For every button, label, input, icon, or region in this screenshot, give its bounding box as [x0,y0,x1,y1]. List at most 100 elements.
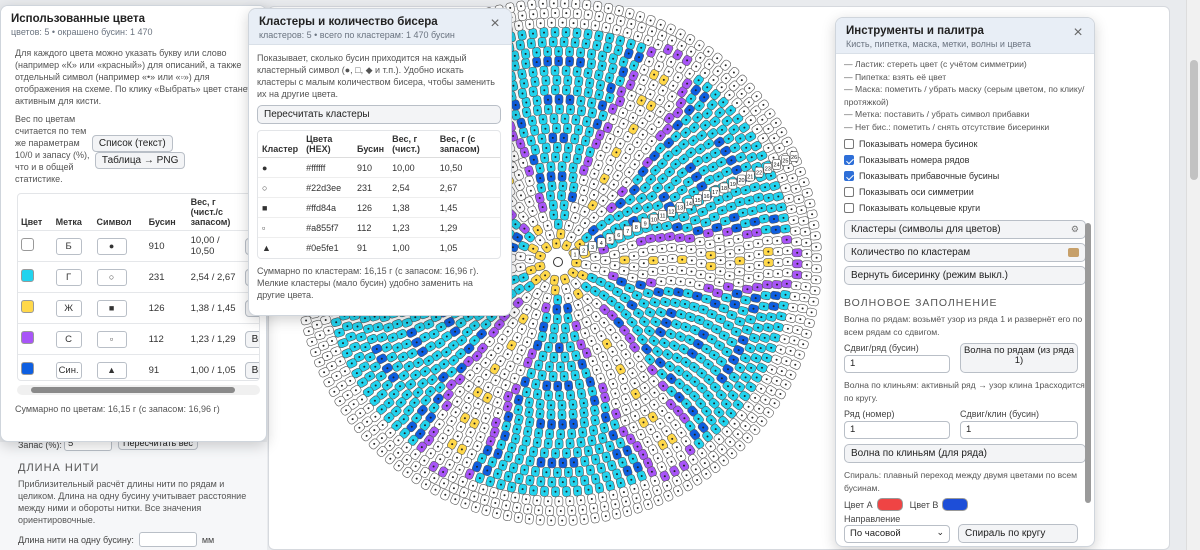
label-input[interactable]: Г [55,268,82,286]
count-by-clusters-button[interactable]: Количество по кластерам [844,243,1086,262]
bead-symbol [561,21,564,24]
bead-symbol [732,394,735,397]
bead-symbol [532,489,535,492]
bead-symbol [433,333,435,335]
checkbox-icon[interactable] [844,171,854,181]
colors-table-hscroll[interactable] [17,385,260,395]
bead-symbol [545,246,548,249]
select-color-button[interactable]: Выбрать [244,361,259,379]
bead-symbol [552,213,555,216]
shift-input[interactable]: 1 [844,355,950,373]
bead-symbol [543,89,546,92]
row-number-input[interactable]: 1 [844,421,950,439]
shift-wedge-input[interactable]: 1 [960,421,1078,439]
label-input[interactable]: С [55,330,82,348]
tools-scrollbar[interactable] [1085,73,1091,543]
select-color-button[interactable]: Выбрать [244,330,259,348]
hscroll-thumb[interactable] [31,387,235,393]
color-swatch[interactable] [21,238,34,251]
bead-symbol [735,169,738,171]
color-swatch[interactable] [21,269,34,282]
bead-symbol [812,224,815,226]
bead-symbol [501,464,504,467]
tools-close-icon[interactable]: × [1073,24,1083,41]
bead-symbol [574,216,577,219]
color-a-picker[interactable] [876,498,903,511]
bead-symbol [602,188,605,191]
bead-symbol [585,372,588,375]
bead-symbol [545,384,548,387]
checkbox-icon[interactable] [844,139,854,149]
bead-symbol [628,171,631,174]
bead-symbol [689,166,692,169]
bead-symbol [618,306,621,309]
option-checkbox[interactable]: Показывать прибавочные бусины [844,168,1086,184]
tools-scrollbar-thumb[interactable] [1085,223,1091,503]
symbol-input[interactable]: ▫ [96,330,127,348]
bead-symbol [733,146,736,149]
color-b-picker[interactable] [942,498,969,511]
option-checkbox[interactable]: Показывать номера бусинок [844,136,1086,152]
symbol-input[interactable]: ■ [96,299,127,317]
bead-symbol [512,466,515,469]
checkbox-icon[interactable] [844,187,854,197]
option-checkbox[interactable]: Показывать номера рядов [844,152,1086,168]
bead-symbol [548,234,551,236]
bead-symbol [674,301,677,304]
bead-symbol [506,514,509,517]
bead-symbol [580,109,583,112]
page-scrollbar[interactable] [1186,0,1200,550]
clusters-close-icon[interactable]: × [490,15,500,32]
symbol-input[interactable]: ○ [96,268,127,286]
bead-symbol [528,401,531,404]
clusters-symbols-button[interactable]: Кластеры (символы для цветов) ⚙ [844,220,1086,239]
option-checkbox[interactable]: Показывать оси симметрии [844,184,1086,200]
bead-symbol [602,355,604,358]
checkbox-icon[interactable] [844,155,854,165]
checkbox-icon[interactable] [844,203,854,213]
bead-symbol [657,499,660,502]
direction-select[interactable]: По часовой ⌄ [844,525,950,543]
bead-symbol [642,170,645,173]
bead-symbol [691,352,694,355]
bead-symbol [804,285,807,288]
label-input[interactable]: Б [55,237,82,255]
bead-symbol [576,89,579,92]
bead-symbol [695,175,698,178]
label-input[interactable]: Син. [55,361,82,379]
label-input[interactable]: Ж [55,299,82,317]
thread-desc: Приблизительный расчёт длины нити по ряд… [18,479,247,525]
recalc-clusters-button[interactable]: Пересчитать кластеры [257,105,501,124]
wave-wedges-button[interactable]: Волна по клиньям (для ряда) [844,444,1086,463]
bead-symbol [699,402,702,405]
color-swatch[interactable] [21,331,34,344]
bead-symbol [603,308,606,311]
bead-symbol [609,159,612,162]
table-png-button[interactable]: Таблица → PNG [94,152,186,169]
bead-symbol [656,489,659,492]
row-number-label: 20 [738,178,744,184]
color-swatch[interactable] [21,362,34,376]
spiral-button[interactable]: Спираль по кругу [958,524,1078,543]
return-bead-button[interactable]: Вернуть бисеринку (режим выкл.) [844,266,1086,285]
bead-symbol [569,394,572,397]
bead-symbol [598,487,601,489]
symbol-input[interactable]: ▲ [96,361,127,379]
row-number-label: 19 [730,182,736,188]
bead-symbol [523,227,526,230]
bead-symbol [711,103,714,106]
bead-symbol [608,285,611,288]
thread-len-input[interactable] [138,532,197,547]
option-checkbox[interactable]: Показывать кольцевые круги [844,200,1086,216]
page-scrollbar-thumb[interactable] [1190,60,1198,180]
bead-symbol [611,350,614,353]
wave-rows-button[interactable]: Волна по рядам (из ряда 1) [960,343,1078,373]
bead-symbol [701,452,704,455]
symbol-input[interactable]: ● [96,237,127,255]
bead-symbol [593,399,596,402]
color-swatch[interactable] [21,300,34,313]
bead-symbol [573,137,576,140]
bead-symbol [532,322,535,325]
list-text-button[interactable]: Список (текст) [91,135,173,152]
bead-symbol [801,307,804,310]
